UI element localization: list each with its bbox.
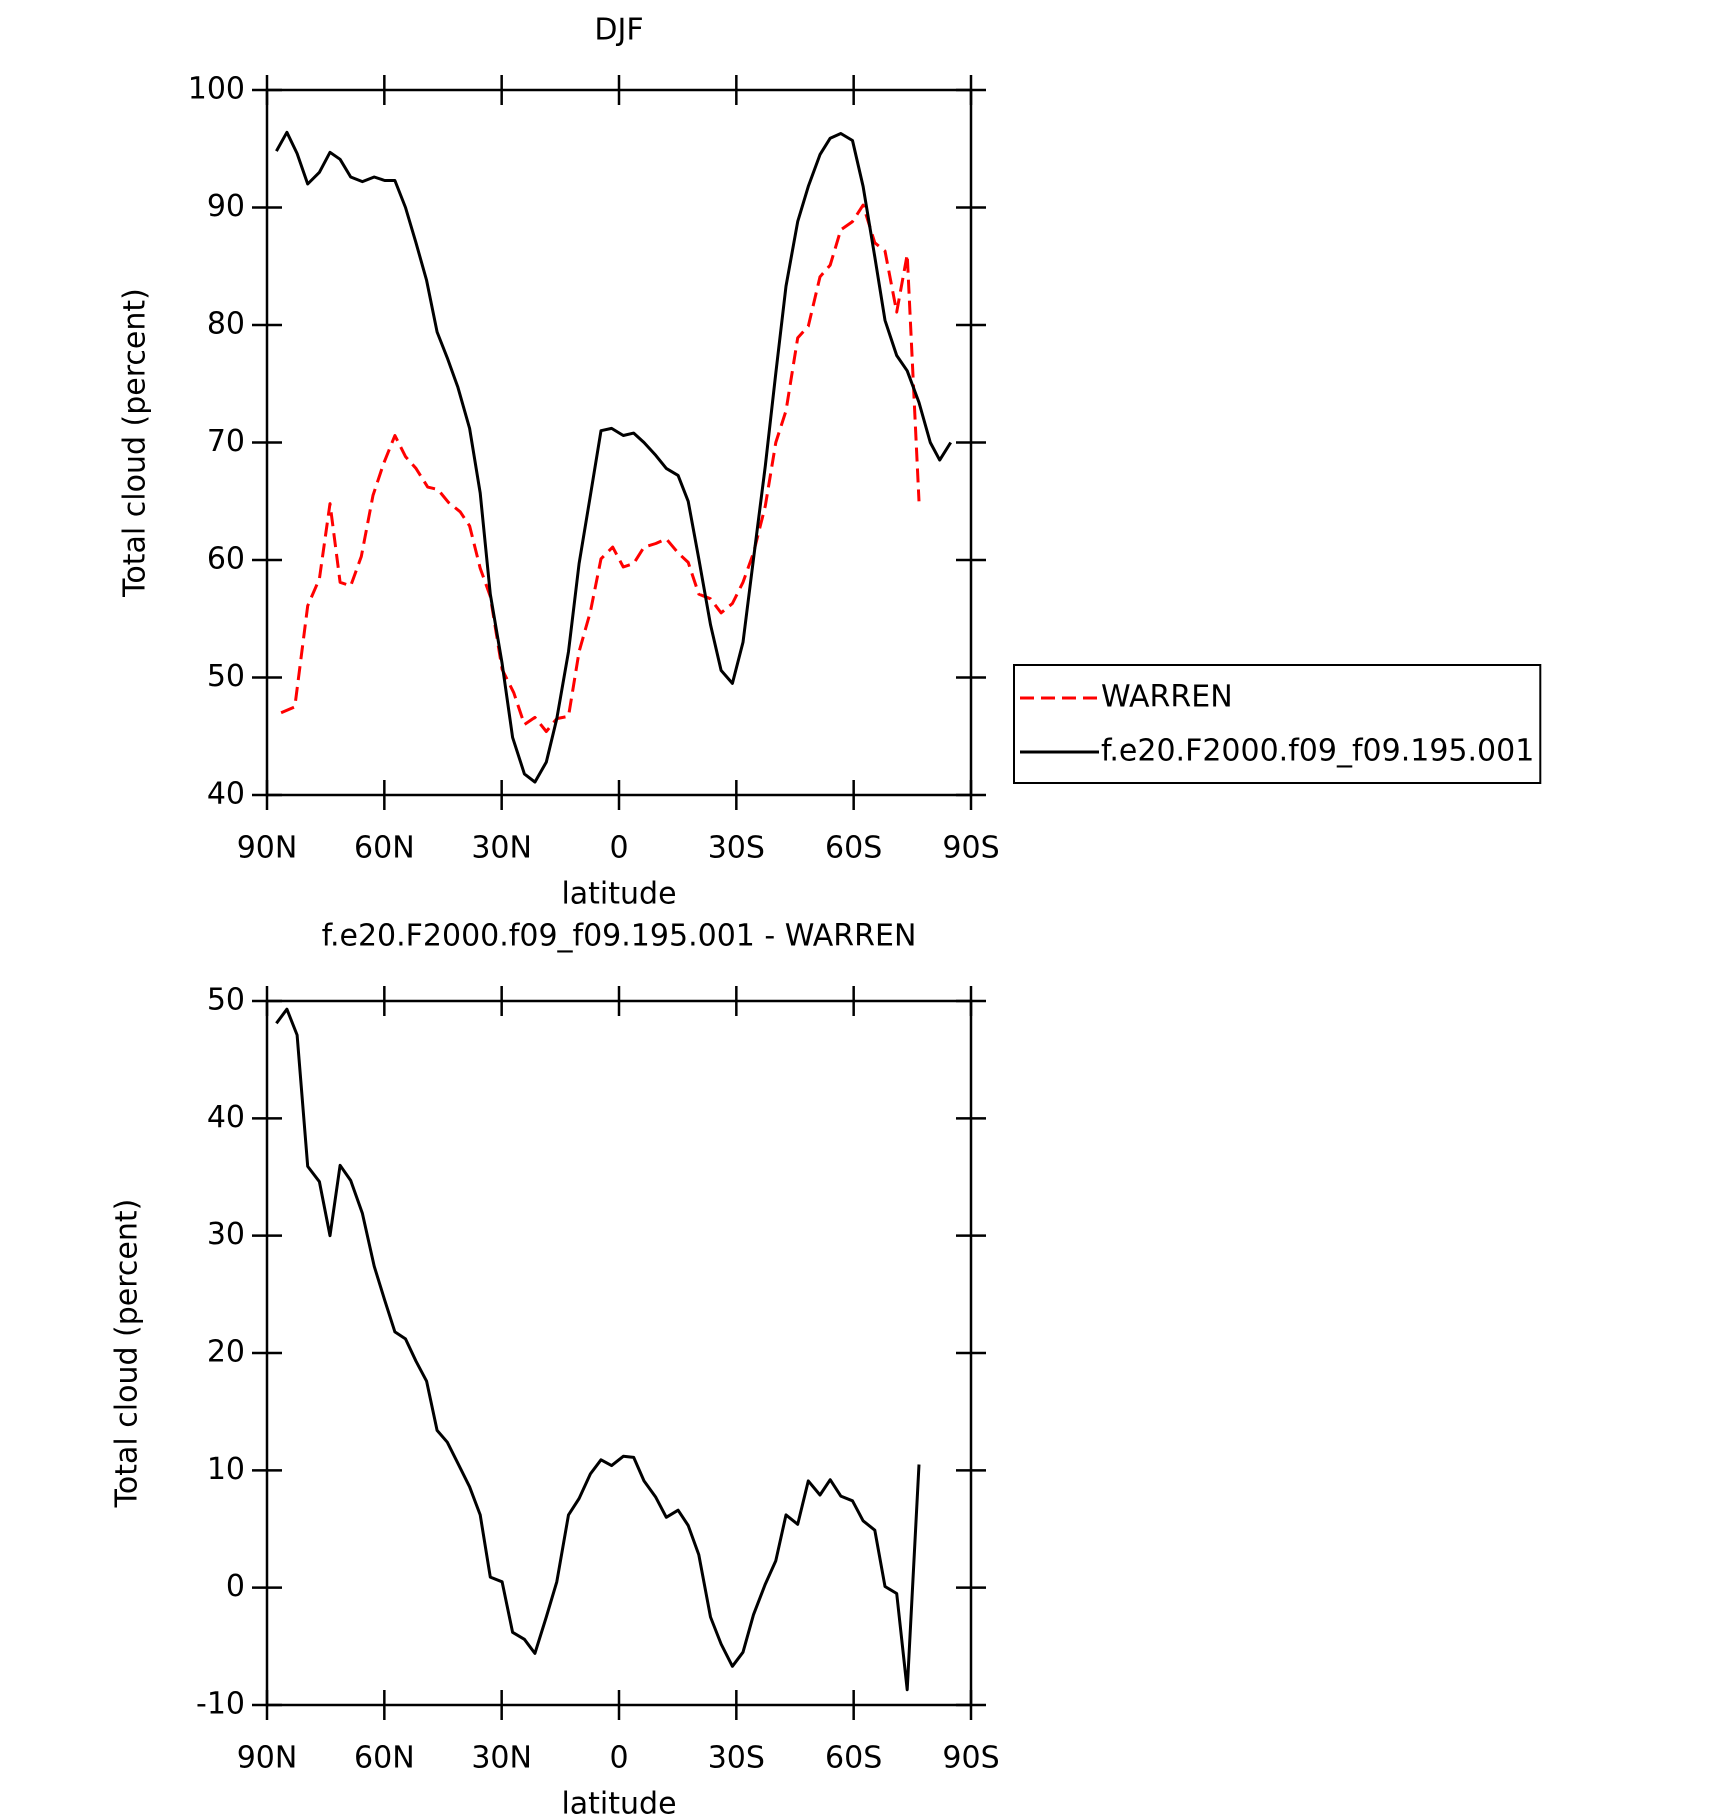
- x-axis-label: latitude: [561, 1787, 676, 1816]
- x-tick-label: 60N: [354, 831, 415, 866]
- x-tick-label: 90N: [237, 1741, 298, 1776]
- y-tick-label: 40: [207, 1100, 245, 1135]
- y-tick-label: 70: [207, 424, 245, 459]
- legend-label: WARREN: [1101, 680, 1233, 715]
- y-tick-label: 50: [207, 659, 245, 694]
- data-line: [275, 130, 952, 784]
- data-line: [280, 203, 921, 733]
- x-tick-label: 0: [609, 1741, 628, 1776]
- y-tick-label: 80: [207, 307, 245, 342]
- x-tick-label: 30S: [708, 831, 765, 866]
- legend-box: [1013, 664, 1542, 784]
- y-tick-label: 10: [207, 1452, 245, 1487]
- y-tick-label: 20: [207, 1335, 245, 1370]
- chart-title: f.e20.F2000.f09_f09.195.001 - WARREN: [322, 919, 917, 954]
- x-tick-label: 90S: [942, 1741, 999, 1776]
- data-line: [275, 1007, 921, 1692]
- y-tick-label: 30: [207, 1217, 245, 1252]
- y-axis-label: Total cloud (percent): [118, 288, 153, 598]
- x-tick-label: 30N: [471, 1741, 532, 1776]
- x-tick-label: 30N: [471, 831, 532, 866]
- x-tick-label: 60S: [825, 1741, 882, 1776]
- y-tick-label: 50: [207, 983, 245, 1018]
- y-tick-label: -10: [196, 1687, 245, 1722]
- x-tick-label: 30S: [708, 1741, 765, 1776]
- legend-label: f.e20.F2000.f09_f09.195.001: [1101, 734, 1534, 769]
- y-tick-label: 100: [188, 72, 245, 107]
- y-tick-label: 40: [207, 777, 245, 812]
- x-tick-label: 60S: [825, 831, 882, 866]
- x-tick-label: 90N: [237, 831, 298, 866]
- x-tick-label: 60N: [354, 1741, 415, 1776]
- y-tick-label: 60: [207, 542, 245, 577]
- y-axis-label: Total cloud (percent): [110, 1199, 145, 1509]
- x-tick-label: 0: [609, 831, 628, 866]
- y-tick-label: 0: [226, 1569, 245, 1604]
- x-axis-label: latitude: [561, 877, 676, 912]
- chart-title: DJF: [594, 13, 643, 48]
- y-tick-label: 90: [207, 189, 245, 224]
- x-tick-label: 90S: [942, 831, 999, 866]
- plot-frame: [265, 999, 973, 1707]
